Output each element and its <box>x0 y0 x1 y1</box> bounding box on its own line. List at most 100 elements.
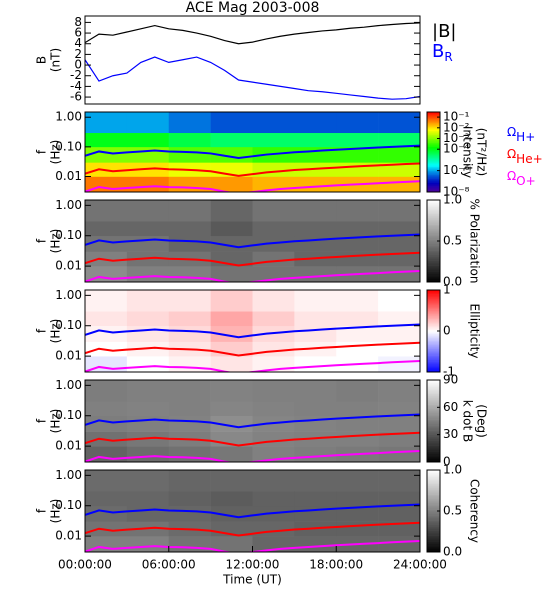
spectrogram-cell <box>85 380 128 402</box>
colorbar-stripe <box>427 419 440 422</box>
spectrogram-cell <box>252 290 295 312</box>
colorbar-stripe <box>427 154 440 157</box>
colorbar-stripe <box>427 141 440 143</box>
colorbar-stripe <box>427 336 440 339</box>
colorbar-stripe <box>427 453 440 456</box>
spectrogram-cell <box>168 176 211 192</box>
series-line <box>85 270 420 282</box>
spectrogram-cell <box>126 146 170 163</box>
spectrogram-cell <box>336 290 379 312</box>
spectrogram-cell <box>294 356 337 372</box>
colorbar-stripe <box>427 405 440 408</box>
spectrogram-cell <box>210 356 253 372</box>
colorbar-stripe <box>427 482 440 484</box>
colorbar-stripe <box>427 493 440 495</box>
y-axis-label: (Hz) <box>49 229 63 254</box>
spectrogram-cell <box>126 491 170 507</box>
spectrogram-cell <box>210 491 253 507</box>
colorbar-stripe <box>427 427 440 430</box>
colorbar-stripe <box>427 399 440 401</box>
colorbar-stripe <box>427 174 440 177</box>
colorbar-stripe <box>427 129 440 131</box>
colorbar-stripe <box>427 476 440 479</box>
colorbar-stripe <box>427 346 440 348</box>
colorbar-stripe <box>427 320 440 322</box>
colorbar-stripe <box>427 322 440 325</box>
x-tick-label: 06:00:00 <box>142 558 196 572</box>
y-tick-label: -6 <box>70 90 82 104</box>
colorbar-stripe <box>427 386 440 389</box>
spectrogram-cell <box>210 146 253 163</box>
series-line <box>85 180 420 192</box>
spectrogram-cell <box>336 380 379 402</box>
colorbar-stripe <box>427 186 440 189</box>
colorbar-stripe <box>427 189 440 191</box>
spectrogram-cell <box>336 146 379 163</box>
spectrogram-cell <box>294 446 337 462</box>
colorbar-stripe <box>427 328 440 330</box>
colorbar-stripe <box>427 213 440 216</box>
spectrogram-cell <box>336 235 379 252</box>
spectrogram-cell <box>252 491 295 507</box>
colorbar-stripe <box>427 444 440 446</box>
spectrogram-cell <box>85 112 128 134</box>
colorbar-stripe <box>427 144 440 146</box>
colorbar-stripe <box>427 178 440 181</box>
spectrogram-cell <box>378 505 420 522</box>
colorbar-stripe <box>427 200 440 202</box>
colorbar-stripe <box>427 318 440 321</box>
colorbar-tick-label: 0.5 <box>443 504 462 518</box>
colorbar-stripe <box>427 133 440 135</box>
colorbar-stripe <box>427 397 440 400</box>
spectrogram-cell <box>378 521 420 537</box>
colorbar-stripe <box>427 523 440 525</box>
colorbar-stripe <box>427 124 440 126</box>
colorbar-stripe <box>427 384 440 386</box>
spectrogram-cell <box>168 146 211 163</box>
colorbar-stripe <box>427 491 440 494</box>
y-tick-label: 8 <box>74 15 82 29</box>
spectrogram-cell <box>210 325 253 342</box>
colorbar-stripe <box>427 317 440 319</box>
colorbar-stripe <box>427 474 440 476</box>
colorbar-stripe <box>427 250 440 253</box>
colorbar-stripe <box>427 128 440 130</box>
colorbar-stripe <box>427 489 440 491</box>
spectrogram-cell <box>294 221 337 237</box>
y-tick-label: 0.01 <box>55 439 82 453</box>
spectrogram-cell <box>378 290 420 312</box>
series-line <box>85 521 420 537</box>
series-line <box>85 413 420 429</box>
colorbar-stripe <box>427 403 440 405</box>
colorbar-stripe <box>427 442 440 445</box>
spectrogram-cell <box>126 112 170 134</box>
y-axis-label: f <box>35 149 49 154</box>
colorbar-stripe <box>427 459 440 461</box>
colorbar-stripe <box>427 531 440 534</box>
colorbar-stripe <box>427 538 440 540</box>
colorbar-stripe <box>427 535 440 538</box>
spectrogram-cell <box>168 446 211 462</box>
spectrogram-cell <box>336 251 379 267</box>
spectrogram-cell <box>294 401 337 417</box>
spectrogram-cell <box>168 112 211 134</box>
colorbar-tick-label: 1.0 <box>443 193 462 207</box>
colorbar-stripe <box>427 325 440 328</box>
legend-entry: ΩO+ <box>507 169 536 188</box>
spectrogram-cell <box>126 401 170 417</box>
legend-entry: BR <box>432 41 453 64</box>
colorbar-stripe <box>427 415 440 418</box>
spectrogram-cell <box>168 325 211 342</box>
colorbar-stripe <box>427 550 440 553</box>
colorbar-stripe <box>427 539 440 542</box>
colorbar-stripe <box>427 425 440 427</box>
colorbar-stripe <box>427 331 440 333</box>
colorbar-stripe <box>427 166 440 169</box>
colorbar-stripe <box>427 219 440 221</box>
colorbar-stripe <box>427 138 440 141</box>
y-axis-label: (Hz) <box>49 499 63 524</box>
x-axis-label: Time (UT) <box>222 573 282 587</box>
colorbar-stripe <box>427 236 440 239</box>
colorbar-stripe <box>427 221 440 224</box>
spectrogram-cell <box>336 401 379 417</box>
